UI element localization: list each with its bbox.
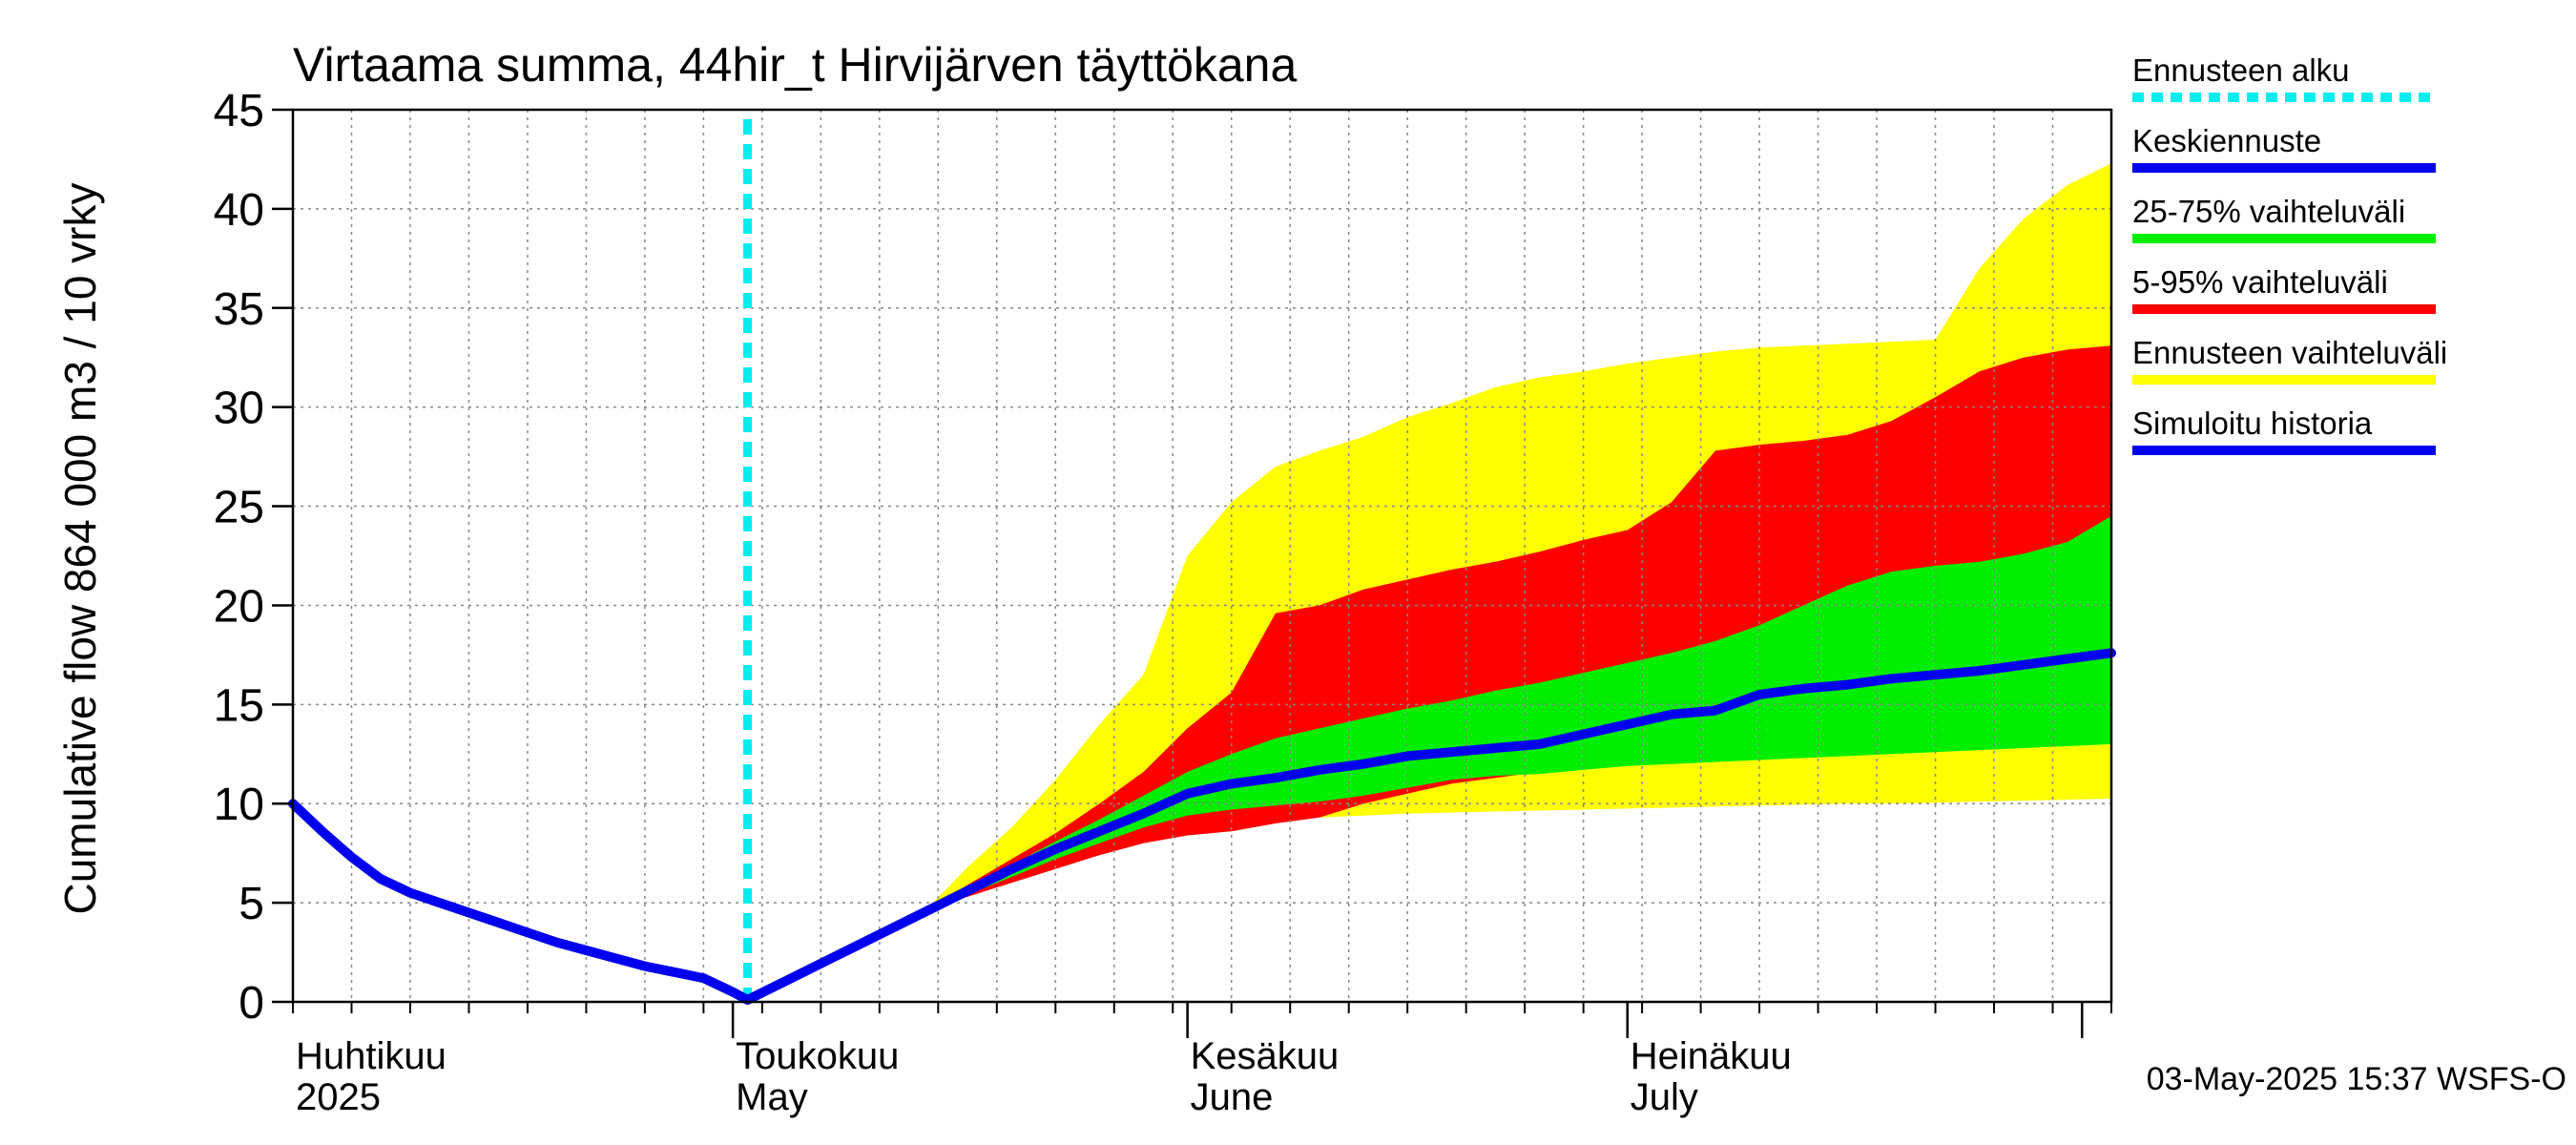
y-tick-label: 20	[214, 581, 264, 632]
y-tick-label: 25	[214, 483, 264, 533]
y-tick-label: 35	[214, 284, 264, 335]
legend-label: Simuloitu historia	[2132, 406, 2373, 441]
y-axis-label: Cumulative flow 864 000 m3 / 10 vrky	[55, 182, 105, 914]
y-tick-label: 30	[214, 384, 264, 434]
month-label-fi: Heinäkuu	[1631, 1035, 1792, 1077]
legend-label: 25-75% vaihteluväli	[2132, 194, 2405, 229]
forecast-bands	[747, 163, 2111, 1000]
legend-label: Ennusteen alku	[2132, 52, 2350, 88]
y-tick-label: 15	[214, 680, 264, 731]
month-label-fi: Toukokuu	[736, 1035, 899, 1077]
y-tick-label: 45	[214, 86, 264, 136]
month-label-fi: Kesäkuu	[1191, 1035, 1340, 1077]
month-label-en: May	[736, 1076, 808, 1118]
legend-label: Keskiennuste	[2132, 123, 2321, 158]
median-forecast-line	[742, 648, 2116, 1005]
month-label-fi: Huhtikuu	[296, 1035, 447, 1077]
month-label-en: 2025	[296, 1076, 381, 1118]
legend-label: Ennusteen vaihteluväli	[2132, 335, 2447, 370]
legend-label: 5-95% vaihteluväli	[2132, 264, 2388, 300]
plot-frame	[291, 108, 2113, 1004]
legend: Ennusteen alku Keskiennuste 25-75% vaihtel…	[2132, 52, 2447, 455]
y-tick-label: 0	[239, 978, 264, 1029]
y-tick-label: 10	[214, 780, 264, 830]
month-label-en: July	[1631, 1076, 1698, 1118]
axes: 051015202530354045Huhtikuu2025ToukokuuMa…	[214, 86, 2113, 1118]
simulated-history-line	[288, 799, 753, 1005]
chart-title: Virtaama summa, 44hir_t Hirvijärven täyt…	[293, 38, 1297, 92]
month-label-en: June	[1191, 1076, 1274, 1118]
timestamp-label: 03-May-2025 15:37 WSFS-O	[2147, 1061, 2566, 1097]
series-lines	[288, 119, 2116, 1005]
y-tick-label: 5	[239, 879, 264, 929]
y-tick-label: 40	[214, 185, 264, 236]
